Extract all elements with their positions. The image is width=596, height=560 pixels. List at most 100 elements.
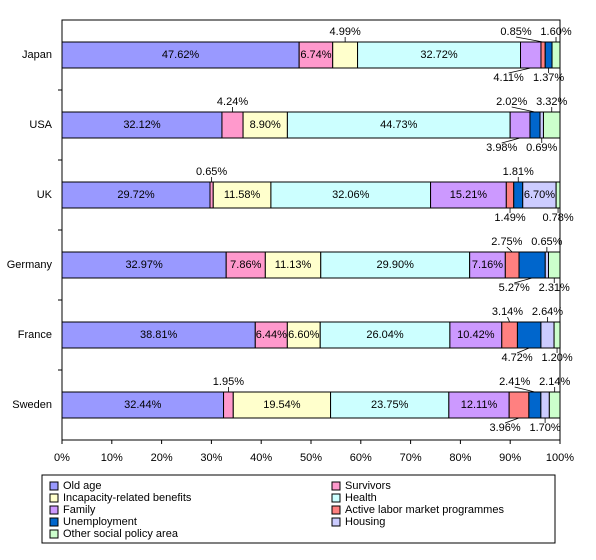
data-label: 1.20%	[541, 352, 572, 364]
data-label: 0.85%	[500, 26, 531, 38]
bar-segment	[548, 391, 561, 419]
data-label: 1.60%	[540, 26, 571, 38]
plot-frame	[61, 19, 561, 441]
y-tick-label: Japan	[22, 49, 52, 61]
bar-segment	[332, 41, 359, 69]
legend-label: Health	[345, 492, 377, 504]
data-label: 3.32%	[536, 96, 567, 108]
bar-segment	[212, 181, 272, 209]
data-label: 11.58%	[224, 189, 261, 201]
bar-segment	[232, 391, 332, 419]
bar-segment	[61, 181, 211, 209]
bar-segment	[547, 251, 561, 279]
data-label: 6.70%	[524, 189, 555, 201]
x-tick-label: 60%	[350, 452, 372, 464]
legend-swatch	[331, 493, 341, 503]
data-label: 2.64%	[532, 306, 563, 318]
bar-segment	[61, 111, 223, 139]
data-label: 1.37%	[533, 72, 564, 84]
data-label: 6.74%	[300, 49, 331, 61]
data-label: 0.78%	[542, 212, 573, 224]
data-label: 4.99%	[330, 26, 361, 38]
bar-segment	[320, 251, 471, 279]
data-label: 0.65%	[531, 236, 562, 248]
data-label: 4.24%	[217, 96, 248, 108]
data-label: 0.65%	[196, 166, 227, 178]
bar-segment	[520, 41, 542, 69]
x-tick-label: 20%	[151, 452, 173, 464]
bar-segment	[553, 321, 561, 349]
data-label: 3.96%	[490, 422, 521, 434]
bar-segment	[505, 181, 515, 209]
data-label: 29.90%	[377, 259, 415, 271]
data-label: 19.54%	[263, 399, 301, 411]
legend-label: Unemployment	[63, 516, 137, 528]
data-label: 47.62%	[162, 49, 200, 61]
bar-segment	[529, 111, 541, 139]
bar-segment	[449, 321, 503, 349]
bar-segment	[513, 181, 524, 209]
y-tick-label: USA	[29, 119, 52, 131]
data-label: 29.72%	[117, 189, 155, 201]
data-label: 23.75%	[371, 399, 409, 411]
bar-segment	[509, 111, 531, 139]
bar-segment	[225, 251, 266, 279]
data-label: 3.14%	[492, 306, 523, 318]
data-label: 7.86%	[230, 259, 261, 271]
legend-box	[41, 474, 556, 544]
bar-segment	[61, 251, 227, 279]
bar-segment	[319, 321, 451, 349]
legend-label: Active labor market programmes	[345, 504, 504, 516]
bar-segment	[61, 391, 225, 419]
bar-segment	[540, 391, 550, 419]
x-tick-label: 10%	[101, 452, 123, 464]
data-label: 15.21%	[450, 189, 488, 201]
bar-segment	[551, 41, 561, 69]
y-tick-label: Germany	[7, 259, 53, 271]
leader-line	[515, 36, 544, 43]
bar-segment	[544, 41, 553, 69]
bar-segment	[264, 251, 322, 279]
leader-line	[511, 106, 536, 113]
legend-swatch	[49, 517, 59, 527]
bar-segment	[540, 321, 555, 349]
data-label: 6.60%	[288, 329, 319, 341]
bar-segment	[330, 391, 450, 419]
data-label: 2.41%	[499, 376, 530, 388]
data-label: 32.72%	[420, 49, 458, 61]
y-tick-label: Sweden	[12, 399, 52, 411]
data-label: 32.44%	[124, 399, 162, 411]
legend-label: Family	[63, 504, 96, 516]
x-tick-label: 70%	[400, 452, 422, 464]
data-label: 32.97%	[125, 259, 163, 271]
x-tick-label: 100%	[546, 452, 574, 464]
bar-segment	[540, 41, 546, 69]
bar-segment	[528, 391, 542, 419]
data-label: 32.12%	[123, 119, 161, 131]
data-label: 1.70%	[530, 422, 561, 434]
x-tick-label: 40%	[250, 452, 272, 464]
leader-line	[504, 417, 520, 424]
bar-segment	[242, 111, 288, 139]
data-label: 32.06%	[332, 189, 370, 201]
legend-label: Incapacity-related benefits	[63, 492, 192, 504]
legend-swatch	[331, 481, 341, 491]
leader-line	[506, 246, 513, 253]
legend-swatch	[49, 481, 59, 491]
bar-segment	[223, 391, 234, 419]
bar-segment	[61, 321, 256, 349]
leader-line	[507, 316, 510, 323]
data-label: 1.49%	[494, 212, 525, 224]
legend-swatch	[49, 493, 59, 503]
y-tick-label: UK	[37, 189, 53, 201]
x-tick-label: 30%	[200, 452, 222, 464]
data-label: 10.42%	[457, 329, 495, 341]
legend-label: Other social policy area	[63, 528, 179, 540]
x-tick-label: 90%	[499, 452, 521, 464]
legend-label: Housing	[345, 516, 385, 528]
data-label: 11.13%	[275, 259, 312, 271]
legend-swatch	[331, 505, 341, 515]
bar-segment	[298, 41, 334, 69]
bar-segment	[516, 321, 542, 349]
